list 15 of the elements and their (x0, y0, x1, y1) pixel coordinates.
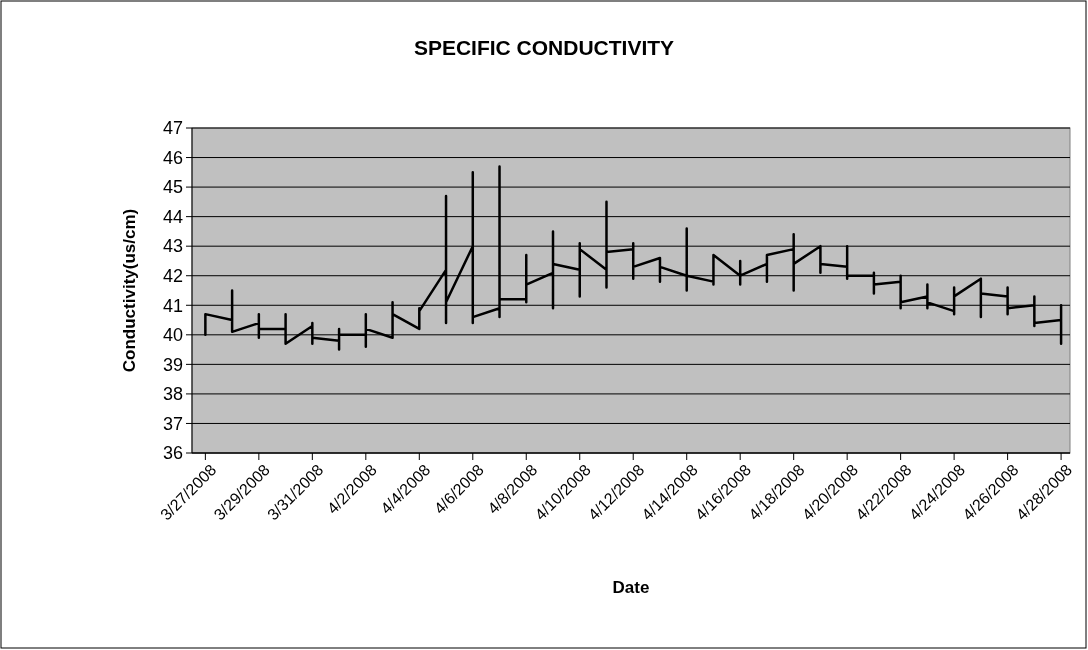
y-tick-label: 43 (162, 236, 183, 257)
y-tick-label: 38 (162, 384, 183, 405)
y-tick-label: 36 (162, 443, 183, 464)
chart-title: SPECIFIC CONDUCTIVITY (413, 36, 675, 59)
x-axis-title: Date (612, 578, 650, 597)
y-tick-label: 44 (162, 206, 183, 227)
y-tick-label: 42 (162, 266, 183, 287)
y-tick-label: 45 (162, 177, 183, 198)
y-tick-label: 37 (162, 413, 183, 434)
y-tick-label: 39 (162, 354, 183, 375)
y-tick-label: 47 (162, 118, 183, 139)
y-tick-label: 40 (162, 325, 183, 346)
y-tick-label: 41 (162, 295, 183, 316)
y-tick-label: 46 (162, 147, 183, 168)
y-axis-title: Conductivity(us/cm) (120, 208, 139, 373)
